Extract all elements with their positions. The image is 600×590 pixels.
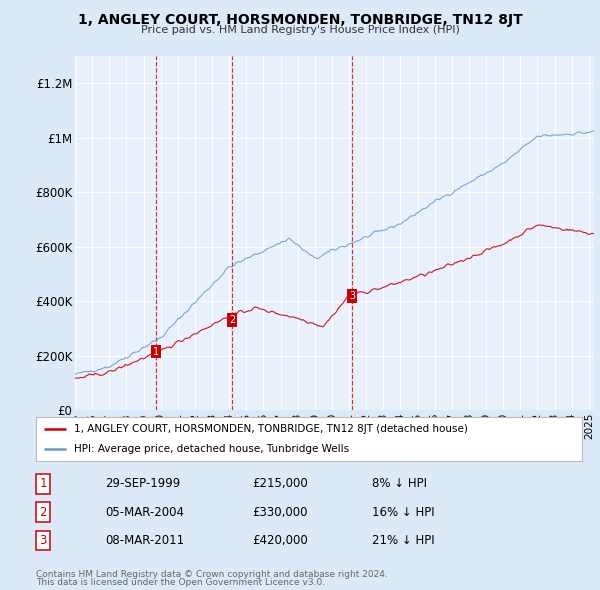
Text: 08-MAR-2011: 08-MAR-2011 xyxy=(105,534,184,547)
Text: 29-SEP-1999: 29-SEP-1999 xyxy=(105,477,180,490)
Text: 1, ANGLEY COURT, HORSMONDEN, TONBRIDGE, TN12 8JT: 1, ANGLEY COURT, HORSMONDEN, TONBRIDGE, … xyxy=(77,13,523,27)
Text: This data is licensed under the Open Government Licence v3.0.: This data is licensed under the Open Gov… xyxy=(36,578,325,587)
Text: 1, ANGLEY COURT, HORSMONDEN, TONBRIDGE, TN12 8JT (detached house): 1, ANGLEY COURT, HORSMONDEN, TONBRIDGE, … xyxy=(74,424,468,434)
Text: 3: 3 xyxy=(349,291,355,301)
Text: £420,000: £420,000 xyxy=(252,534,308,547)
Text: 2: 2 xyxy=(229,315,235,325)
Text: 8% ↓ HPI: 8% ↓ HPI xyxy=(372,477,427,490)
Text: 1: 1 xyxy=(40,477,47,490)
Text: £330,000: £330,000 xyxy=(252,506,308,519)
Text: 21% ↓ HPI: 21% ↓ HPI xyxy=(372,534,434,547)
Text: Price paid vs. HM Land Registry's House Price Index (HPI): Price paid vs. HM Land Registry's House … xyxy=(140,25,460,35)
Text: 1: 1 xyxy=(153,346,160,356)
Text: Contains HM Land Registry data © Crown copyright and database right 2024.: Contains HM Land Registry data © Crown c… xyxy=(36,571,388,579)
Text: 2: 2 xyxy=(40,506,47,519)
Text: 05-MAR-2004: 05-MAR-2004 xyxy=(105,506,184,519)
Text: £215,000: £215,000 xyxy=(252,477,308,490)
Text: HPI: Average price, detached house, Tunbridge Wells: HPI: Average price, detached house, Tunb… xyxy=(74,444,349,454)
Text: 3: 3 xyxy=(40,534,47,547)
Text: 16% ↓ HPI: 16% ↓ HPI xyxy=(372,506,434,519)
